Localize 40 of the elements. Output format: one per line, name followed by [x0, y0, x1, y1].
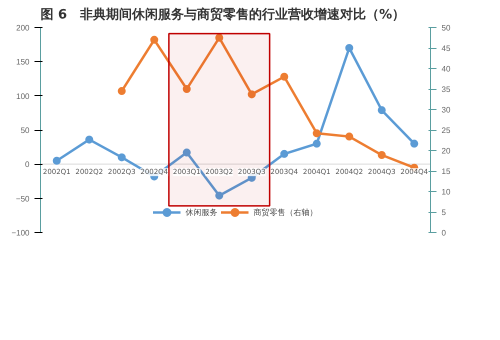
point	[280, 150, 288, 158]
y2-tick-label: 5	[442, 208, 446, 217]
point	[410, 140, 418, 148]
y2-tick-label: 20	[442, 146, 451, 156]
point	[118, 153, 126, 162]
point	[52, 156, 61, 165]
point	[378, 151, 386, 160]
legend-label: 休闲服务	[186, 206, 218, 218]
y2-tick-label: 0	[442, 228, 446, 238]
y2-tick-label: 25	[442, 126, 451, 135]
y-tick-label: 100	[16, 92, 30, 101]
y2-tick-label: 15	[442, 167, 451, 176]
y-tick-label: 150	[16, 58, 30, 67]
point	[345, 44, 354, 52]
y-tick-label: −50	[16, 194, 30, 204]
y2-tick-label: 30	[442, 106, 451, 114]
point	[215, 192, 224, 200]
point	[182, 85, 191, 93]
point	[118, 87, 126, 96]
point	[378, 106, 386, 114]
point	[312, 129, 321, 138]
y2-tick-label: 40	[442, 64, 451, 74]
y-tick-label: 200	[16, 24, 30, 32]
point	[345, 132, 354, 141]
y-tick-label: 50	[20, 126, 30, 135]
chart-title: 图 6 非典期间休闲服务与商贸零售的行业营收增速对比（%）	[40, 6, 406, 22]
y2-tick-label: 45	[442, 44, 451, 53]
y2-tick-label: 10	[442, 188, 451, 196]
y2-tick-label: 35	[442, 85, 451, 94]
point	[85, 136, 94, 144]
point	[248, 90, 256, 98]
point	[150, 36, 158, 44]
point	[312, 140, 321, 148]
point	[215, 34, 224, 42]
point	[182, 148, 191, 157]
point	[280, 72, 288, 81]
legend-label: 商贸零售（右轴）	[254, 206, 318, 218]
y-tick-label: −100	[11, 228, 30, 238]
y-tick-label: 0	[25, 160, 30, 170]
y2-tick-label: 50	[442, 24, 451, 32]
